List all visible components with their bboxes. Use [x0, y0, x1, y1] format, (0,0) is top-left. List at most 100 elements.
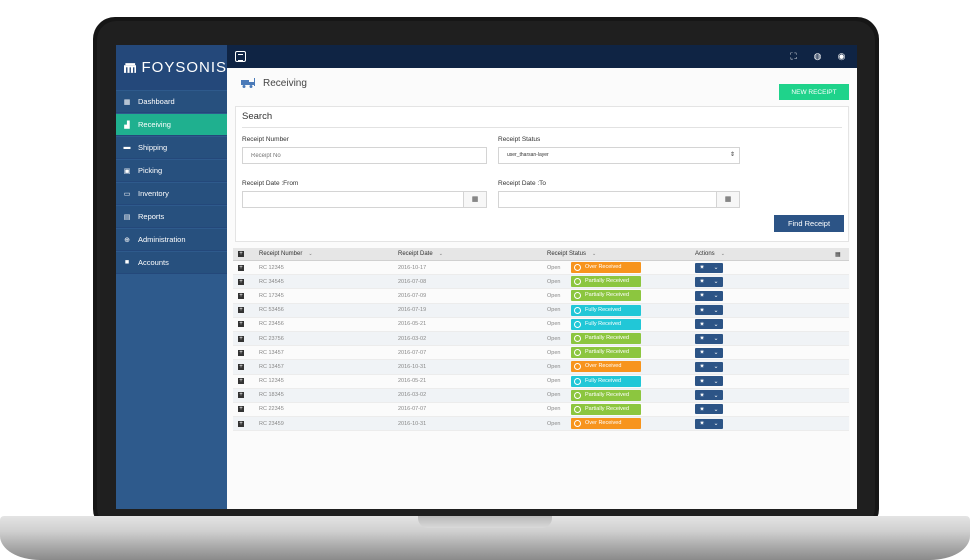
- receipt-status-cell: Open Fully Received: [547, 375, 695, 387]
- column-header[interactable]: Receipt Date ⌄: [398, 251, 443, 257]
- chevron-down-icon: ⌄: [713, 406, 719, 413]
- top-bar: ⛶ ◍ ◉: [227, 45, 857, 68]
- sidebar-item-dashboard[interactable]: ▦ Dashboard: [116, 91, 227, 113]
- table-row[interactable]: + RC 23459 2016-10-31 Open Over Received ✷ ⌄: [233, 417, 849, 432]
- status-badge: Over Received: [571, 361, 641, 373]
- table-row[interactable]: + RC 17345 2016-07-09 Open Partially Receive…: [233, 289, 849, 304]
- actions-button[interactable]: ✷ ⌄: [695, 390, 723, 401]
- expand-row-icon[interactable]: +: [238, 378, 244, 385]
- user-icon[interactable]: ◉: [837, 51, 846, 61]
- page-header: Receiving: [227, 68, 857, 98]
- receipt-status-cell: Open Partially Received: [547, 333, 695, 345]
- search-panel: Search Receipt Number Receipt Status use…: [235, 106, 849, 242]
- actions-button[interactable]: ✷ ⌄: [695, 361, 723, 372]
- receipt-status-cell: Open Over Received: [547, 262, 695, 274]
- calendar-icon[interactable]: ▦: [463, 191, 487, 208]
- status-badge: Partially Received: [571, 333, 641, 345]
- expand-row-icon[interactable]: +: [238, 321, 244, 328]
- fullscreen-icon[interactable]: ⛶: [790, 51, 797, 61]
- sidebar-item-picking[interactable]: ▣ Picking: [116, 160, 227, 182]
- receipt-status-cell: Open Partially Received: [547, 389, 695, 401]
- expand-row-icon[interactable]: +: [238, 278, 244, 285]
- actions-cell: ✷ ⌄: [695, 305, 835, 316]
- receipt-number-cell: RC 23756: [259, 335, 284, 342]
- receipt-date-cell: 2016-07-08: [398, 278, 427, 285]
- chevron-down-icon: ⌄: [720, 251, 725, 257]
- status-text: Open: [547, 363, 561, 370]
- chevron-down-icon: ⌄: [592, 251, 597, 257]
- receipt-number-cell: RC 22345: [259, 406, 284, 413]
- new-receipt-button[interactable]: NEW RECEIPT: [779, 84, 849, 100]
- table-row[interactable]: + RC 23456 2016-05-21 Open Fully Received ✷ ⌄: [233, 318, 849, 332]
- menu-toggle-icon[interactable]: [235, 51, 246, 62]
- column-header[interactable]: Actions ⌄: [695, 251, 725, 257]
- receipt-number-cell: RC 13457: [259, 363, 284, 370]
- status-badge: Over Received: [571, 262, 641, 274]
- expand-row-icon[interactable]: +: [238, 406, 244, 413]
- brand-logo[interactable]: FOYSONIS: [116, 45, 227, 90]
- chevron-down-icon: ⌄: [308, 251, 313, 257]
- expand-row-icon[interactable]: +: [238, 349, 244, 356]
- sidebar: FOYSONIS ▦ Dashboard ▟ Receiving ▬ Shipping ▣ P…: [116, 45, 227, 509]
- sidebar-item-receiving[interactable]: ▟ Receiving: [116, 114, 227, 136]
- table-row[interactable]: + RC 13457 2016-07-07 Open Partially Receive…: [233, 346, 849, 361]
- expand-row-icon[interactable]: +: [238, 307, 244, 314]
- table-row[interactable]: + RC 13457 2016-10-31 Open Over Received ✷ ⌄: [233, 360, 849, 375]
- sidebar-item-label: Administration: [138, 235, 186, 244]
- actions-button[interactable]: ✷ ⌄: [695, 404, 723, 415]
- globe-icon[interactable]: ◍: [813, 51, 822, 61]
- table-row[interactable]: + RC 23756 2016-03-02 Open Partially Receive…: [233, 331, 849, 347]
- receipt-number-input[interactable]: [242, 147, 487, 164]
- actions-button[interactable]: ✷ ⌄: [695, 376, 723, 387]
- expand-row-icon[interactable]: +: [238, 363, 244, 370]
- column-header[interactable]: Receipt Status ⌄: [547, 251, 597, 257]
- find-receipt-button[interactable]: Find Receipt: [774, 215, 844, 232]
- actions-button[interactable]: ✷ ⌄: [695, 276, 723, 287]
- status-badge: Partially Received: [571, 290, 641, 302]
- sidebar-item-shipping[interactable]: ▬ Shipping: [116, 137, 227, 159]
- sidebar-item-administration[interactable]: ⊕ Administration: [116, 229, 227, 251]
- expand-row-icon[interactable]: +: [238, 264, 244, 271]
- sidebar-item-label: Picking: [138, 166, 163, 175]
- date-to-input[interactable]: [498, 191, 717, 208]
- sidebar-item-inventory[interactable]: ▭ Inventory: [116, 183, 227, 205]
- actions-button[interactable]: ✷ ⌄: [695, 333, 723, 344]
- actions-button[interactable]: ✷ ⌄: [695, 319, 723, 330]
- expand-all-icon[interactable]: +: [238, 251, 244, 257]
- status-badge: Over Received: [571, 418, 641, 430]
- column-menu-icon[interactable]: ▦: [835, 251, 841, 258]
- table-row[interactable]: + RC 12345 2016-10-17 Open Over Received ✷ ⌄: [233, 261, 849, 276]
- table-row[interactable]: + RC 12345 2016-05-21 Open Fully Received ✷ ⌄: [233, 375, 849, 389]
- receipt-number-cell: RC 12345: [259, 264, 284, 271]
- search-title: Search: [242, 111, 273, 122]
- calendar-icon[interactable]: ▦: [716, 191, 740, 208]
- receipt-status-cell: Open Fully Received: [547, 304, 695, 316]
- receipt-date-cell: 2016-03-02: [398, 392, 427, 399]
- receipt-status-cell: Open Partially Received: [547, 403, 695, 415]
- receipt-number-label: Receipt Number: [242, 136, 289, 143]
- column-header[interactable]: Receipt Number ⌄: [259, 251, 313, 257]
- sidebar-item-reports[interactable]: ▤ Reports: [116, 206, 227, 228]
- status-text: Open: [547, 392, 561, 399]
- receipt-date-cell: 2016-05-21: [398, 378, 427, 385]
- actions-button[interactable]: ✷ ⌄: [695, 290, 723, 301]
- box-icon: ▣: [123, 167, 131, 175]
- expand-row-icon[interactable]: +: [238, 392, 244, 399]
- sidebar-item-accounts[interactable]: ■ Accounts: [116, 252, 227, 274]
- actions-button[interactable]: ✷ ⌄: [695, 347, 723, 358]
- table-row[interactable]: + RC 18345 2016-03-02 Open Partially Receive…: [233, 388, 849, 403]
- table-row[interactable]: + RC 22345 2016-07-07 Open Partially Receive…: [233, 403, 849, 418]
- date-to-label: Receipt Date :To: [498, 180, 547, 187]
- expand-row-icon[interactable]: +: [238, 420, 244, 427]
- actions-button[interactable]: ✷ ⌄: [695, 262, 723, 273]
- truck-icon: ▬: [123, 144, 131, 151]
- table-row[interactable]: + RC 53456 2016-07-19 Open Fully Received ✷ ⌄: [233, 303, 849, 318]
- actions-button[interactable]: ✷ ⌄: [695, 305, 723, 316]
- select-arrows-icon: ⇕: [729, 152, 735, 158]
- table-row[interactable]: + RC 34545 2016-07-08 Open Partially Receive…: [233, 275, 849, 290]
- date-from-input[interactable]: [242, 191, 464, 208]
- receipt-status-select[interactable]: user_tharsan-layer ⇕: [498, 147, 740, 164]
- actions-button[interactable]: ✷ ⌄: [695, 418, 723, 429]
- expand-row-icon[interactable]: +: [238, 292, 244, 299]
- expand-row-icon[interactable]: +: [238, 335, 244, 342]
